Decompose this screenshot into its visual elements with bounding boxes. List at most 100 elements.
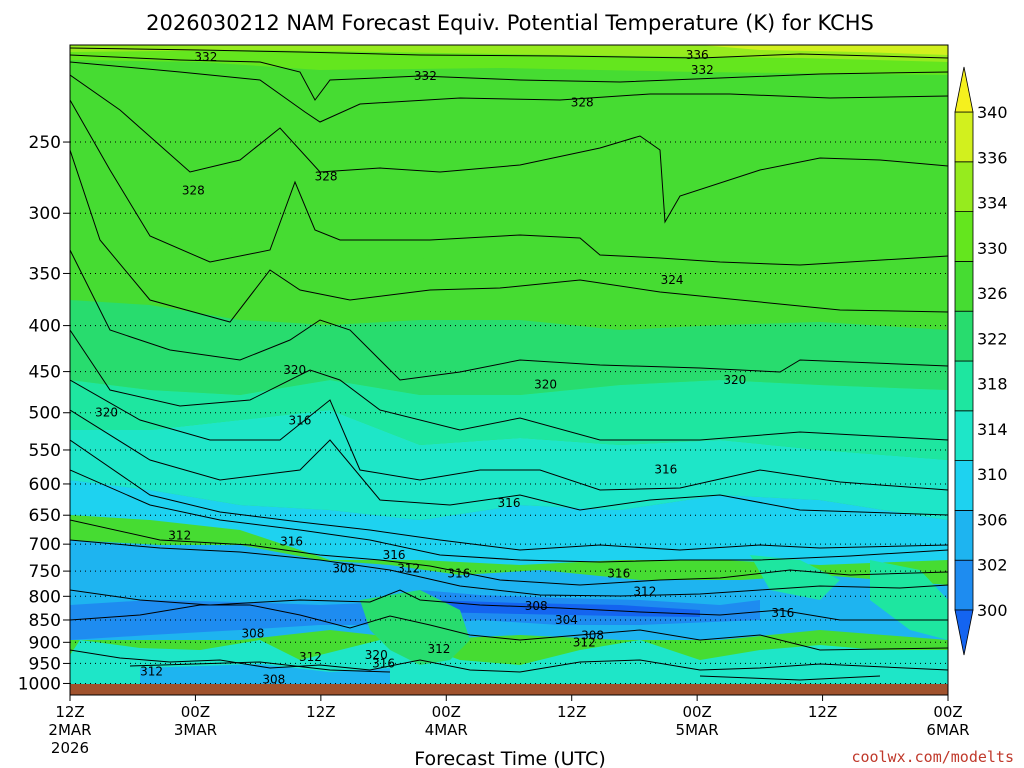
colorbar-bin	[954, 260, 974, 312]
y-tick-label: 350	[29, 264, 61, 284]
colorbar-label: 314	[977, 420, 1008, 439]
x-tick-label: 12Z	[55, 703, 84, 721]
colorbar-bin	[954, 410, 974, 461]
x-tick-label: 4MAR	[425, 721, 468, 739]
colorbar-bin	[954, 460, 974, 511]
contour-label: 312	[633, 584, 656, 598]
contour-line	[70, 649, 948, 673]
contour-label: 316	[288, 413, 311, 427]
contour-label: 320	[283, 363, 306, 377]
band-326	[70, 200, 948, 330]
colorbar-bin	[954, 509, 974, 561]
x-tick-label: 12Z	[557, 703, 586, 721]
colorbar-bin	[954, 360, 974, 412]
contour-label: 320	[365, 648, 388, 662]
y-tick-label: 800	[29, 587, 61, 607]
colorbar-label: 330	[977, 239, 1008, 258]
colorbar-label: 306	[977, 510, 1008, 529]
contour-label: 332	[414, 69, 437, 83]
y-tick-label: 300	[29, 204, 61, 224]
colorbar-bin	[954, 310, 974, 362]
contour-label: 312	[573, 635, 596, 649]
contour-line	[70, 439, 948, 551]
colorbar-bottom-arrow	[954, 609, 974, 656]
contour-line	[70, 604, 948, 651]
y-tick-label: 450	[29, 363, 61, 383]
colorbar-label: 326	[977, 284, 1008, 303]
x-axis-title: Forecast Time (UTC)	[414, 748, 605, 768]
colorbar-label: 300	[977, 601, 1008, 620]
contour-line	[70, 519, 948, 586]
contour-label: 328	[315, 169, 338, 183]
contour-label: 312	[299, 650, 322, 664]
colorbar-bin	[954, 111, 974, 163]
contour-line	[70, 47, 948, 59]
y-tick-label: 500	[29, 404, 61, 424]
band-333	[70, 45, 948, 62]
y-tick-label: 900	[29, 633, 61, 653]
contour-line	[70, 409, 948, 516]
contour-label: 312	[168, 529, 191, 543]
x-tick-label: 2026	[51, 739, 89, 757]
ground-surface	[70, 684, 948, 695]
band-304	[140, 664, 390, 684]
contour-label: 316	[372, 656, 395, 670]
contour-label: 312	[140, 665, 163, 679]
y-tick-label: 400	[29, 317, 61, 337]
colorbar-label: 318	[977, 375, 1008, 394]
contour-line	[70, 589, 948, 621]
x-tick-label: 00Z	[933, 703, 962, 721]
credit-text: coolwx.com/modelts	[851, 748, 1014, 766]
y-tick-label: 600	[29, 475, 61, 495]
contour-line	[70, 329, 948, 441]
contour-label: 316	[498, 496, 521, 510]
contour-line	[70, 469, 948, 563]
x-tick-label: 6MAR	[926, 721, 969, 739]
band-310	[70, 480, 948, 565]
x-tick-label: 00Z	[682, 703, 711, 721]
contour-label: 316	[383, 548, 406, 562]
y-tick-label: 850	[29, 611, 61, 631]
x-tick-label: 00Z	[181, 703, 210, 721]
contour-label: 332	[691, 63, 714, 77]
contour-label: 328	[571, 96, 594, 110]
x-tick-label: 12Z	[808, 703, 837, 721]
x-tick-label: 00Z	[432, 703, 461, 721]
colorbar-top-arrow	[954, 66, 974, 113]
contour-label: 308	[525, 599, 548, 613]
y-axis: 2503003504004505005506006507007508008509…	[18, 133, 70, 694]
colorbar-bin	[954, 559, 974, 611]
colorbar-bin	[954, 161, 974, 213]
contour-label: 320	[723, 373, 746, 387]
contour-label: 316	[607, 567, 630, 581]
colorbar-bin	[954, 211, 974, 262]
plot-frame	[69, 44, 949, 696]
band-322	[70, 300, 948, 395]
plot-area	[70, 45, 948, 695]
contour-label: 304	[555, 613, 578, 627]
band-314	[70, 410, 948, 520]
contour-line	[70, 61, 948, 123]
contour-line	[70, 379, 948, 491]
chart-title: 2026030212 NAM Forecast Equiv. Potential…	[146, 11, 874, 35]
colorbar-label: 334	[977, 194, 1008, 213]
contour-label: 308	[241, 627, 264, 641]
contour-line	[699, 675, 881, 681]
contour-label: 308	[332, 561, 355, 575]
x-tick-label: 5MAR	[676, 721, 719, 739]
shaded-bands	[70, 45, 948, 684]
x-tick-label: 12Z	[306, 703, 335, 721]
x-tick-label: 2MAR	[48, 721, 91, 739]
contour-line	[70, 99, 948, 266]
y-tick-label: 550	[29, 441, 61, 461]
colorbar-label: 322	[977, 329, 1008, 348]
contour-line	[70, 54, 948, 101]
contour-label: 336	[686, 48, 709, 62]
contour-line	[70, 249, 948, 381]
colorbar: 300 302 306 310 314 318 322 326 330 334 336 340	[954, 66, 1008, 656]
colorbar-label: 302	[977, 556, 1008, 575]
colorbar-label: 340	[977, 103, 1008, 122]
contour-label: 316	[447, 567, 470, 581]
contour-line	[70, 539, 948, 597]
